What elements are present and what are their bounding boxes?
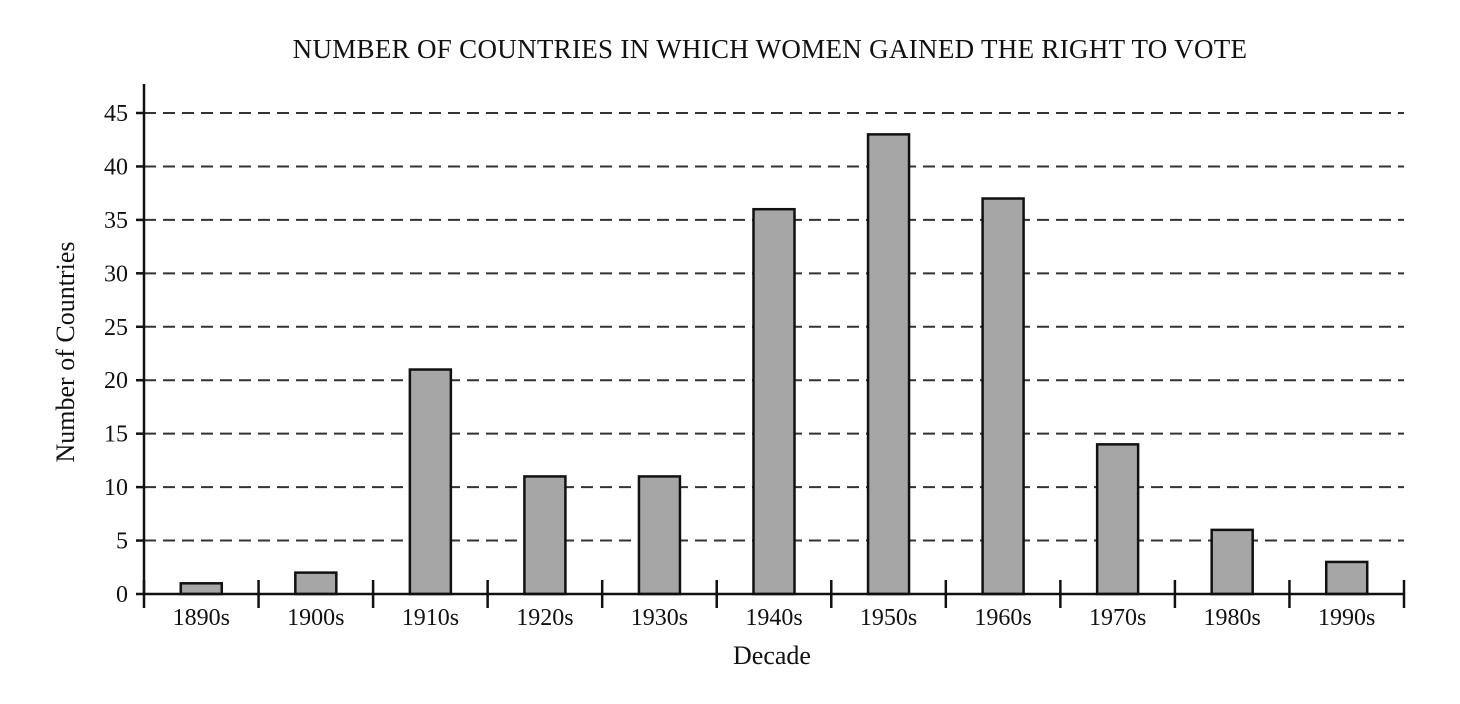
x-tick-label: 1930s [631,605,688,631]
y-tick-label: 20 [104,368,128,394]
bar-1890s [179,582,224,596]
bar-1940s [752,207,796,596]
x-tick-label: 1940s [745,605,802,631]
y-tick-label: 30 [104,261,128,287]
bar-1950s [866,133,911,596]
y-tick-label: 35 [104,208,128,234]
bars [179,133,1369,596]
y-tick-label: 45 [104,101,128,127]
y-tick-labels: 0 5 10 15 20 25 30 35 40 45 [104,101,128,608]
x-tick-label: 1910s [402,605,459,631]
y-tick-label: 5 [116,529,128,555]
x-tick-label: 1920s [516,605,573,631]
x-tick-label: 1890s [173,605,230,631]
y-tick-label: 25 [104,315,128,341]
x-tick-label: 1960s [974,605,1031,631]
x-axis-label: Decade [733,641,811,670]
bar-1900s [294,571,338,596]
x-tick-labels: 1890s 1900s 1910s 1920s 1930s 1940s 1950s 1960s… [173,605,1376,631]
bar-1990s [1324,560,1369,596]
y-tick-label: 40 [104,154,128,180]
x-tick-label: 1970s [1089,605,1146,631]
bar-1960s [981,197,1025,596]
bar-1930s [637,475,682,596]
bar-1980s [1210,528,1254,596]
x-tick-label: 1990s [1318,605,1375,631]
x-tick-label: 1900s [287,605,344,631]
bar-1920s [523,475,567,596]
axes [136,84,1406,608]
chart-title: NUMBER OF COUNTRIES IN WHICH WOMEN GAINE… [293,34,1248,64]
x-tick-label: 1950s [860,605,917,631]
x-tick-label: 1980s [1204,605,1261,631]
y-tick-label: 15 [104,422,128,448]
bar-1970s [1095,443,1140,596]
y-tick-label: 10 [104,475,128,501]
bar-1910s [408,368,453,596]
y-axis-label: Number of Countries [51,242,80,463]
y-tick-label: 0 [116,582,128,608]
